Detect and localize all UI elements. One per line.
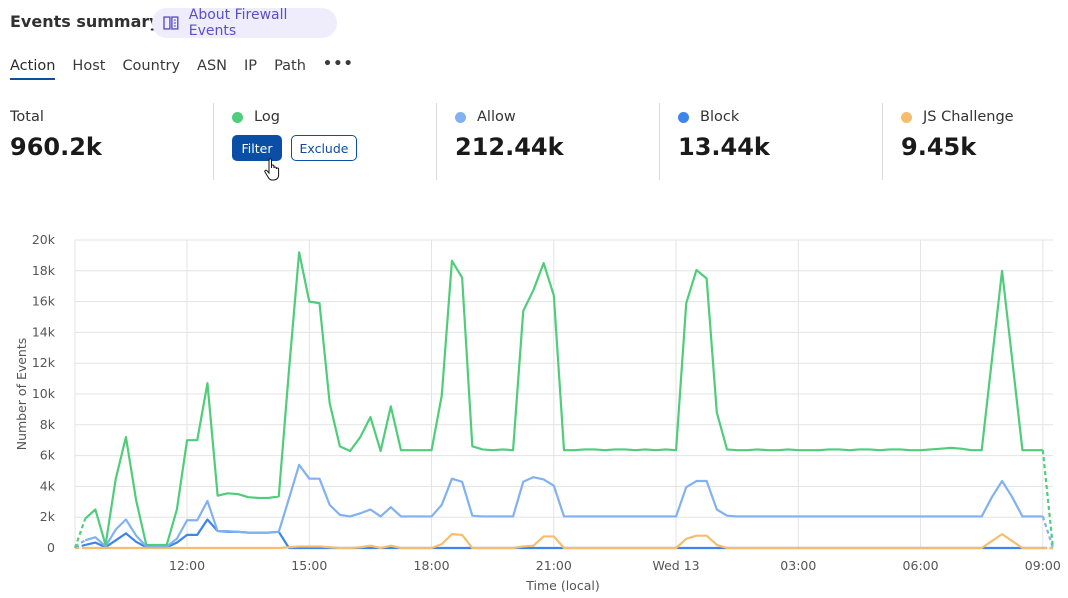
hand-cursor-icon bbox=[264, 158, 280, 181]
tab-ip[interactable]: IP bbox=[244, 58, 258, 74]
stat-label: Total bbox=[10, 109, 44, 125]
tab-path[interactable]: Path bbox=[274, 58, 306, 74]
stat-label: JS Challenge bbox=[923, 109, 1014, 125]
series-partial-end-log bbox=[1041, 450, 1055, 549]
tab-action[interactable]: Action bbox=[10, 58, 56, 80]
x-tick-label: Wed 13 bbox=[652, 558, 699, 573]
exclude-button[interactable]: Exclude bbox=[291, 135, 357, 161]
y-tick-label: 6k bbox=[40, 448, 56, 463]
x-axis-title: Time (local) bbox=[525, 578, 599, 593]
tab-bar: Action Host Country ASN IP Path ••• bbox=[10, 56, 371, 80]
series-partial-end-allow bbox=[1041, 516, 1055, 549]
stat-allow[interactable]: Allow 212.44k bbox=[455, 103, 564, 180]
x-tick-label: 15:00 bbox=[291, 558, 327, 573]
tab-host[interactable]: Host bbox=[72, 58, 106, 74]
stat-total: Total 960.2k bbox=[10, 103, 102, 180]
y-tick-label: 4k bbox=[40, 478, 56, 493]
about-label: About Firewall Events bbox=[188, 7, 288, 39]
x-tick-label: 21:00 bbox=[536, 558, 572, 573]
series-line-allow bbox=[84, 463, 1043, 548]
stat-value: 9.45k bbox=[901, 133, 977, 161]
stat-label: Allow bbox=[477, 109, 516, 125]
block-dot-icon bbox=[678, 111, 689, 123]
stat-label: Block bbox=[700, 109, 740, 125]
x-tick-label: 03:00 bbox=[780, 558, 816, 573]
stat-label: Log bbox=[254, 109, 280, 125]
y-tick-label: 8k bbox=[40, 417, 56, 432]
y-tick-label: 20k bbox=[32, 232, 56, 247]
y-tick-label: 18k bbox=[32, 263, 56, 278]
book-icon bbox=[163, 16, 179, 30]
tab-asn[interactable]: ASN bbox=[197, 58, 228, 74]
page-title: Events summary bbox=[10, 12, 160, 31]
divider bbox=[882, 103, 883, 180]
divider bbox=[213, 103, 214, 180]
stat-value: 960.2k bbox=[10, 133, 102, 161]
y-tick-label: 10k bbox=[32, 386, 56, 401]
x-tick-label: 18:00 bbox=[414, 558, 450, 573]
y-axis-title: Number of Events bbox=[14, 338, 29, 451]
divider bbox=[659, 103, 660, 180]
js-challenge-dot-icon bbox=[901, 111, 912, 123]
log-dot-icon bbox=[232, 111, 243, 123]
x-tick-label: 09:00 bbox=[1025, 558, 1061, 573]
filter-button[interactable]: Filter bbox=[232, 135, 282, 161]
x-tick-label: 12:00 bbox=[169, 558, 205, 573]
stat-value: 13.44k bbox=[678, 133, 770, 161]
stat-block[interactable]: Block 13.44k bbox=[678, 103, 770, 180]
allow-dot-icon bbox=[455, 111, 466, 123]
stat-js-challenge[interactable]: JS Challenge 9.45k bbox=[901, 103, 1014, 180]
y-tick-label: 2k bbox=[40, 509, 56, 524]
about-firewall-events-link[interactable]: About Firewall Events bbox=[152, 7, 337, 39]
x-tick-label: 06:00 bbox=[903, 558, 939, 573]
y-tick-label: 16k bbox=[32, 294, 56, 309]
series-line-block bbox=[84, 518, 1043, 550]
tab-country[interactable]: Country bbox=[122, 58, 181, 74]
more-tabs-button[interactable]: ••• bbox=[322, 56, 354, 72]
series-partial-start-log bbox=[73, 518, 87, 549]
stat-value: 212.44k bbox=[455, 133, 564, 161]
y-tick-label: 0 bbox=[47, 540, 55, 555]
series-line-js-challenge bbox=[85, 533, 1043, 550]
stat-log: Log Filter Exclude bbox=[232, 103, 357, 180]
series-line-log bbox=[84, 251, 1043, 547]
divider bbox=[436, 103, 437, 180]
y-tick-label: 12k bbox=[32, 355, 56, 370]
y-tick-label: 14k bbox=[32, 324, 56, 339]
